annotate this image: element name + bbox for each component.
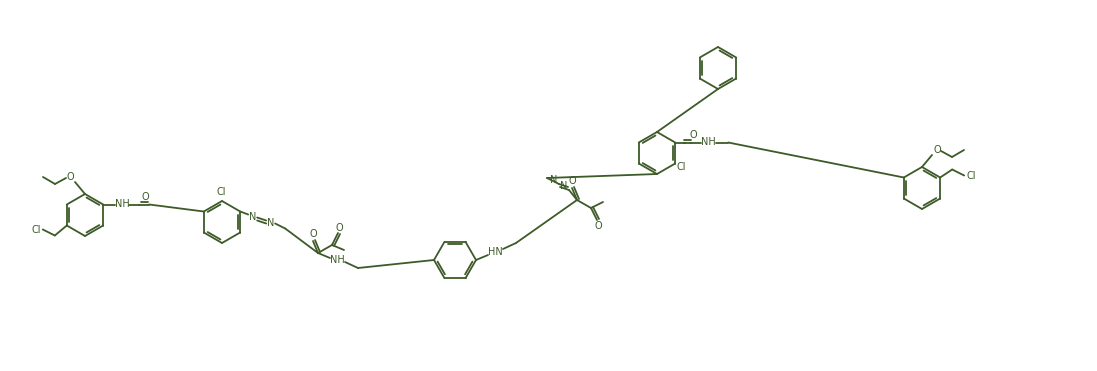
Text: O: O [66, 172, 73, 182]
Text: N: N [551, 175, 557, 185]
Text: N: N [249, 211, 257, 221]
Text: O: O [309, 229, 317, 239]
Text: Cl: Cl [677, 161, 686, 171]
Text: O: O [934, 145, 941, 155]
Text: Cl: Cl [31, 224, 41, 234]
Text: N: N [561, 181, 567, 191]
Text: O: O [336, 223, 342, 233]
Text: NH: NH [701, 137, 715, 147]
Text: O: O [689, 129, 697, 139]
Text: O: O [568, 176, 576, 186]
Text: Cl: Cl [216, 187, 226, 197]
Text: O: O [142, 191, 149, 201]
Text: N: N [268, 217, 275, 227]
Text: NH: NH [329, 255, 344, 265]
Text: NH: NH [115, 198, 129, 209]
Text: Cl: Cl [966, 171, 976, 181]
Text: O: O [595, 221, 602, 231]
Text: HN: HN [488, 247, 502, 257]
